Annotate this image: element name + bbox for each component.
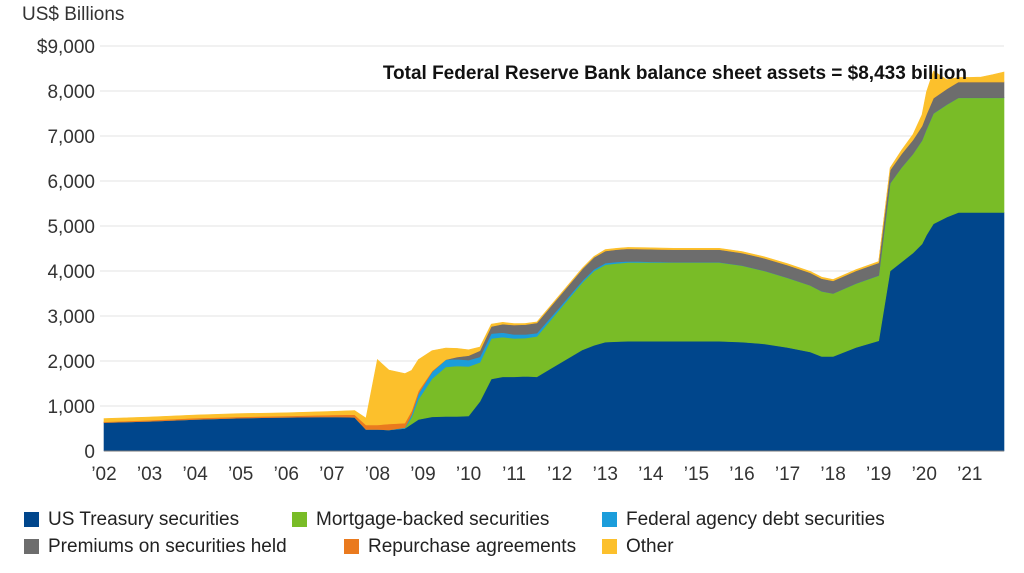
y-tick-label: $9,000	[37, 37, 95, 58]
x-tick-label: ’04	[182, 464, 208, 485]
x-tick-label: ’05	[228, 464, 253, 485]
x-tick-label: ’09	[410, 464, 435, 485]
x-tick-label: ’02	[91, 464, 116, 485]
y-axis-unit-label: US$ Billions	[22, 4, 124, 25]
legend-swatch	[602, 512, 617, 527]
x-tick-label: ’08	[365, 464, 390, 485]
x-tick-label: ’10	[456, 464, 481, 485]
legend-swatch	[602, 539, 617, 554]
x-tick-label: ’19	[866, 464, 891, 485]
legend-label: Federal agency debt securities	[626, 508, 885, 530]
legend-label: Other	[626, 535, 674, 557]
legend-swatch	[344, 539, 359, 554]
legend-item-other: Other	[602, 536, 674, 558]
x-tick-label: ’17	[775, 464, 800, 485]
x-tick-label: ’18	[820, 464, 845, 485]
stacked-areas	[103, 70, 1005, 452]
y-tick-label: 7,000	[47, 127, 95, 148]
legend-swatch	[24, 539, 39, 554]
y-tick-label: 0	[84, 442, 95, 463]
x-tick-label: ’03	[137, 464, 162, 485]
y-tick-label: 5,000	[47, 217, 95, 238]
y-tick-label: 2,000	[47, 352, 95, 373]
x-tick-label: ’11	[502, 464, 526, 485]
legend-swatch	[292, 512, 307, 527]
legend-label: Premiums on securities held	[48, 535, 287, 557]
x-tick-label: ’13	[593, 464, 618, 485]
x-tick-label: ’16	[729, 464, 754, 485]
y-tick-label: 1,000	[47, 397, 95, 418]
x-tick-label: ’12	[547, 464, 572, 485]
legend-label: US Treasury securities	[48, 508, 240, 530]
legend-label: Mortgage-backed securities	[316, 508, 550, 530]
area-other	[103, 70, 1005, 426]
y-tick-label: 4,000	[47, 262, 95, 283]
y-axis-ticks: $9,000 8,000 7,000 6,000 5,000 4,000 3,000 2,00…	[37, 37, 95, 463]
x-tick-label: ’21	[957, 464, 982, 485]
x-axis-ticks: ’02 ’03 ’04 ’05 ’06 ’07 ’08 ’09 ’10 ’11 ’12 ’13 ’14 ’…	[91, 464, 982, 485]
legend-item-premiums: Premiums on securities held	[24, 536, 344, 558]
x-tick-label: ’15	[684, 464, 709, 485]
legend-item-mbs: Mortgage-backed securities	[292, 509, 602, 531]
y-tick-label: 8,000	[47, 82, 95, 103]
y-tick-label: 3,000	[47, 307, 95, 328]
y-tick-label: 6,000	[47, 172, 95, 193]
x-tick-label: ’07	[319, 464, 344, 485]
x-tick-label: ’06	[274, 464, 299, 485]
legend-item-treasury: US Treasury securities	[24, 509, 292, 531]
x-tick-label: ’20	[912, 464, 937, 485]
legend-item-repo: Repurchase agreements	[344, 536, 602, 558]
balance-sheet-chart: US$ Billions $9,000 8,000 7,000 6,000 5,000 4…	[22, 4, 1005, 485]
legend-item-agency-debt: Federal agency debt securities	[602, 509, 885, 531]
legend: US Treasury securities Mortgage-backed s…	[24, 506, 1014, 560]
legend-swatch	[24, 512, 39, 527]
total-assets-annotation: Total Federal Reserve Bank balance sheet…	[383, 63, 967, 84]
x-tick-label: ’14	[638, 464, 664, 485]
legend-label: Repurchase agreements	[368, 535, 577, 557]
